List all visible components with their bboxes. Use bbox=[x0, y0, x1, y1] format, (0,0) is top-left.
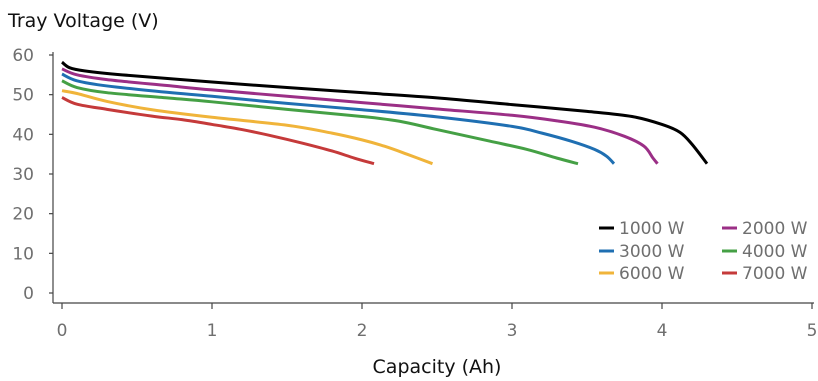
x-tick-label: 4 bbox=[657, 321, 668, 341]
x-tick-label: 2 bbox=[357, 321, 368, 341]
x-tick-label: 1 bbox=[207, 321, 218, 341]
series-line-1000-w bbox=[61, 60, 709, 165]
legend-label: 7000 W bbox=[742, 264, 808, 284]
y-tick-label: 30 bbox=[12, 165, 34, 185]
y-tick-label: 20 bbox=[12, 205, 34, 225]
y-tick-label: 10 bbox=[12, 244, 34, 264]
legend-label: 6000 W bbox=[619, 264, 685, 284]
legend-label: 3000 W bbox=[619, 242, 685, 262]
series-line-2000-w bbox=[61, 67, 659, 165]
x-axis-title: Capacity (Ah) bbox=[373, 356, 502, 378]
series-line-3000-w bbox=[61, 72, 616, 165]
legend-label: 4000 W bbox=[742, 242, 808, 262]
y-tick-label: 50 bbox=[12, 86, 34, 106]
series-line-7000-w bbox=[61, 96, 375, 166]
series-line-4000-w bbox=[61, 79, 579, 166]
axes: 0 10 20 30 40 50 60 0 1 2 3 4 5 bbox=[12, 46, 817, 341]
y-tick-label: 0 bbox=[23, 284, 34, 304]
legend-label: 1000 W bbox=[619, 219, 685, 239]
y-axis-title: Tray Voltage (V) bbox=[7, 10, 159, 32]
x-tick-label: 3 bbox=[507, 321, 518, 341]
series-line-6000-w bbox=[61, 89, 434, 166]
x-tick-label: 0 bbox=[57, 321, 68, 341]
x-tick-label: 5 bbox=[807, 321, 818, 341]
y-tick-label: 40 bbox=[12, 125, 34, 145]
y-tick-label: 60 bbox=[12, 46, 34, 66]
legend-label: 2000 W bbox=[742, 219, 808, 239]
legend: 1000 W 2000 W 3000 W 4000 W 6000 W 7000 W bbox=[599, 219, 808, 284]
series-lines bbox=[61, 60, 709, 166]
